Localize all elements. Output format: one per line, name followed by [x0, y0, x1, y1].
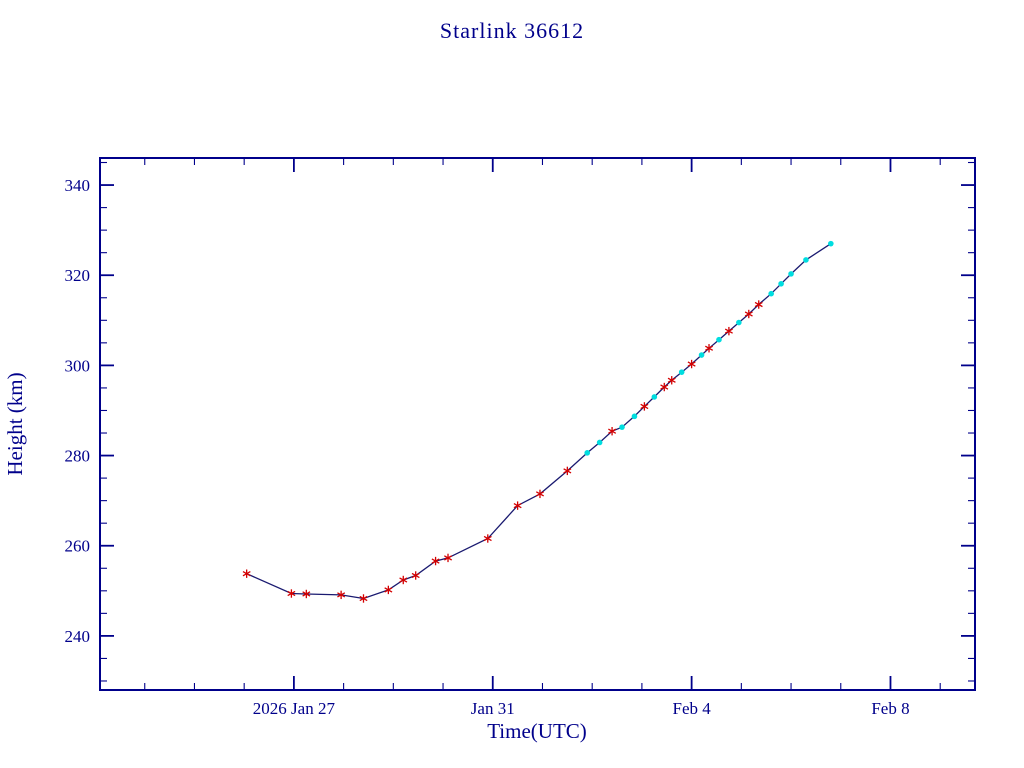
chart-title: Starlink 36612 [440, 18, 584, 43]
observed-point-marker [744, 309, 753, 319]
observed-point-marker [640, 402, 649, 411]
observed-point-marker [724, 326, 733, 336]
y-tick-label: 300 [65, 356, 91, 375]
predicted-point-marker [596, 439, 603, 446]
x-tick-label: Feb 8 [871, 699, 909, 718]
plot-frame [99, 157, 976, 691]
observed-point-marker [411, 571, 420, 580]
predicted-point-marker [803, 257, 809, 263]
height-curve [246, 243, 832, 600]
y-tick-label: 340 [65, 176, 91, 195]
observed-point-marker [660, 382, 669, 392]
observed-point-marker [754, 300, 763, 309]
predicted-point-marker [716, 336, 722, 343]
predicted-point-marker [828, 240, 834, 247]
y-tick-label: 260 [65, 537, 91, 556]
predicted-point-marker [788, 271, 794, 277]
observed-point-marker [302, 589, 311, 599]
observed-point-marker [399, 575, 408, 585]
predicted-point-marker [619, 424, 625, 430]
x-tick-label: Feb 4 [672, 699, 711, 718]
y-tick-label: 320 [65, 266, 91, 285]
observed-point-marker [337, 590, 346, 600]
observed-point-marker [667, 376, 676, 385]
predicted-point-marker [736, 319, 742, 326]
observed-point-marker [513, 501, 522, 510]
observed-point-marker [443, 553, 453, 563]
x-tick-label: 2026 Jan 27 [253, 699, 336, 718]
observed-point-marker [608, 427, 617, 436]
predicted-point-marker [698, 352, 705, 358]
predicted-point-marker [768, 290, 774, 297]
observed-point-marker [704, 344, 714, 353]
observed-point-marker [687, 359, 696, 369]
observed-point-marker [384, 585, 393, 595]
x-tick-label: Jan 31 [471, 699, 515, 718]
observed-point-marker [535, 489, 545, 499]
predicted-point-marker [631, 413, 638, 420]
predicted-point-marker [678, 369, 685, 375]
plot-area: 240 260 280 300 320 340 2026 Jan 27 Jan 31 Feb 4… [65, 157, 976, 718]
predicted-point-marker [651, 394, 658, 400]
observed-point-marker [359, 594, 368, 603]
predicted-point-marker [584, 450, 591, 456]
predicted-point-marker [778, 280, 784, 287]
observed-point-marker [242, 569, 251, 578]
observed-point-marker [431, 556, 440, 566]
y-tick-label: 280 [65, 447, 91, 466]
x-axis-label: Time(UTC) [487, 719, 587, 743]
observed-point-marker [483, 534, 492, 543]
observed-point-marker [287, 589, 296, 598]
y-axis-label: Height (km) [3, 372, 27, 475]
y-tick-label: 240 [65, 627, 91, 646]
observed-point-marker [563, 466, 572, 476]
